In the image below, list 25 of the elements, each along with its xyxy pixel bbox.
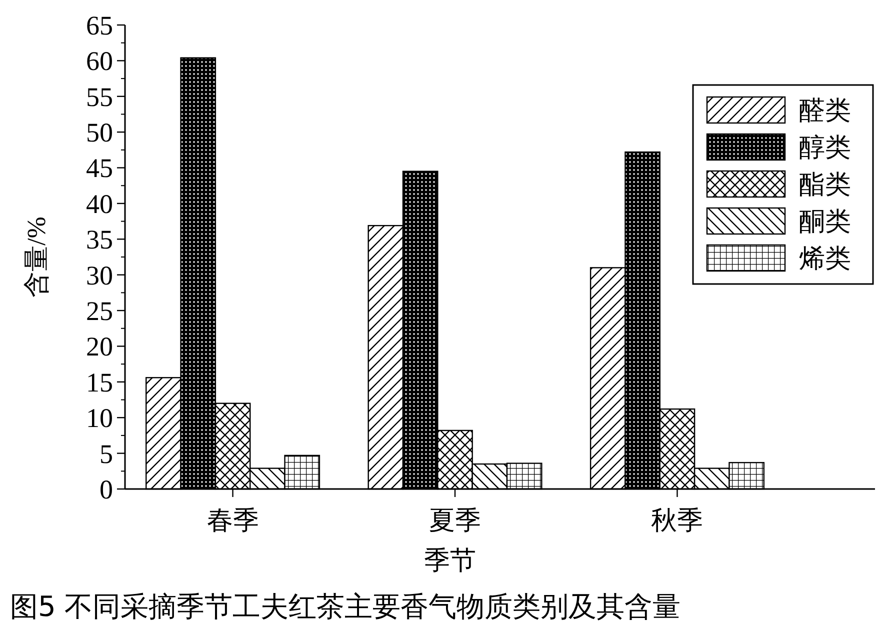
x-tick-label: 秋季 [651, 506, 704, 535]
y-tick-label: 25 [86, 296, 113, 326]
legend-label: 酯类 [799, 170, 851, 200]
y-tick-label: 5 [100, 438, 113, 469]
y-tick-label: 45 [86, 153, 113, 184]
y-tick-label: 60 [86, 46, 113, 76]
y-tick-label: 40 [86, 188, 113, 219]
legend-label: 酮类 [799, 207, 851, 236]
y-tick-label: 30 [86, 260, 113, 290]
y-tick-label: 10 [86, 403, 113, 434]
y-axis-title: 含量/% [22, 216, 51, 298]
y-tick-label: 55 [86, 82, 113, 112]
y-tick-label: 35 [86, 224, 113, 255]
x-axis-title: 季节 [424, 546, 476, 575]
x-tick-label: 夏季 [429, 506, 481, 535]
text: 图5 不同采摘季节工夫红茶主要香气物质类别及其含量 [10, 590, 681, 623]
y-tick-label: 65 [86, 10, 113, 40]
x-tick-label: 春季 [206, 506, 259, 535]
y-tick-label: 15 [86, 367, 113, 398]
legend-label: 醇类 [799, 133, 851, 162]
legend-label: 醛类 [799, 96, 851, 126]
y-tick-label: 20 [86, 332, 113, 362]
y-tick-label: 0 [100, 474, 113, 504]
y-tick-label: 50 [86, 118, 113, 148]
legend-label: 烯类 [799, 244, 851, 274]
